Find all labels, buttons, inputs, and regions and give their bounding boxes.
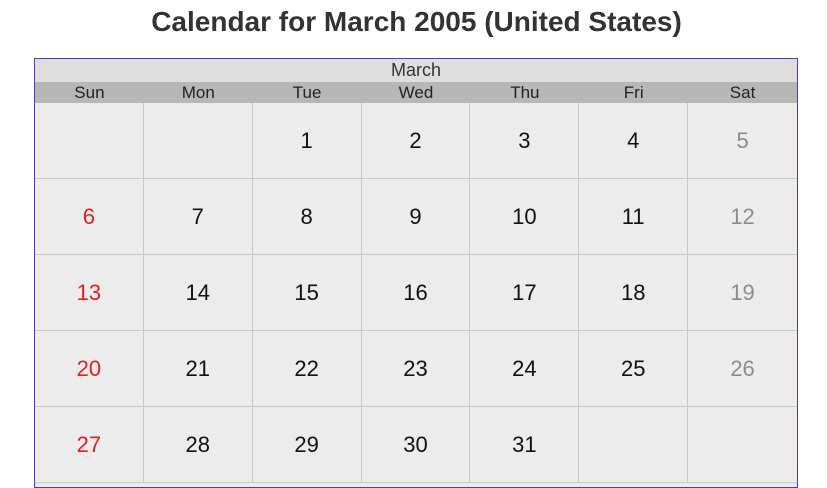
day-cell[interactable]: 25 <box>579 331 689 407</box>
day-cell[interactable]: 21 <box>143 331 253 407</box>
day-cell[interactable]: 30 <box>361 407 471 483</box>
day-cell[interactable] <box>143 103 253 179</box>
days-grid: 1 2 3 4 5 6 7 8 9 10 11 12 13 14 15 16 1… <box>35 103 797 483</box>
day-cell[interactable]: 31 <box>470 407 580 483</box>
weekday-thu: Thu <box>510 83 540 102</box>
day-cell[interactable]: 7 <box>143 179 253 255</box>
day-cell[interactable]: 22 <box>252 331 362 407</box>
day-cell[interactable]: 16 <box>361 255 471 331</box>
weekday-sun: Sun <box>74 83 105 102</box>
day-cell[interactable]: 26 <box>688 331 797 407</box>
weekday-sat: Sat <box>729 83 756 102</box>
day-cell[interactable] <box>579 407 689 483</box>
weekday-mon: Mon <box>181 83 215 102</box>
day-cell[interactable]: 19 <box>688 255 797 331</box>
day-cell[interactable]: 23 <box>361 331 471 407</box>
day-cell[interactable]: 18 <box>579 255 689 331</box>
day-cell[interactable]: 6 <box>35 179 144 255</box>
day-cell[interactable]: 3 <box>470 103 580 179</box>
day-cell[interactable]: 11 <box>579 179 689 255</box>
day-cell[interactable]: 27 <box>35 407 144 483</box>
day-cell[interactable]: 2 <box>361 103 471 179</box>
day-cell[interactable]: 15 <box>252 255 362 331</box>
day-cell[interactable]: 12 <box>688 179 797 255</box>
page-title: Calendar for March 2005 (United States) <box>151 6 682 37</box>
weekday-tue: Tue <box>292 83 322 102</box>
day-cell[interactable]: 8 <box>252 179 362 255</box>
day-cell[interactable]: 28 <box>143 407 253 483</box>
day-cell[interactable]: 10 <box>470 179 580 255</box>
day-cell[interactable] <box>688 407 797 483</box>
month-header: March <box>35 59 797 82</box>
day-cell[interactable]: 17 <box>470 255 580 331</box>
day-cell[interactable]: 1 <box>252 103 362 179</box>
day-cell[interactable]: 13 <box>35 255 144 331</box>
day-cell[interactable] <box>35 103 144 179</box>
day-cell[interactable]: 14 <box>143 255 253 331</box>
weekday-wed: Wed <box>398 83 434 102</box>
day-cell[interactable]: 20 <box>35 331 144 407</box>
weekday-fri: Fri <box>623 83 644 102</box>
day-cell[interactable]: 4 <box>579 103 689 179</box>
day-cell[interactable]: 5 <box>688 103 797 179</box>
day-cell[interactable]: 24 <box>470 331 580 407</box>
day-cell[interactable]: 9 <box>361 179 471 255</box>
weekday-header-row: Sun Mon Tue Wed Thu Fri Sat <box>35 82 797 103</box>
month-calendar: March Sun Mon Tue Wed Thu Fri Sat 1 2 3 … <box>34 58 798 488</box>
day-cell[interactable]: 29 <box>252 407 362 483</box>
